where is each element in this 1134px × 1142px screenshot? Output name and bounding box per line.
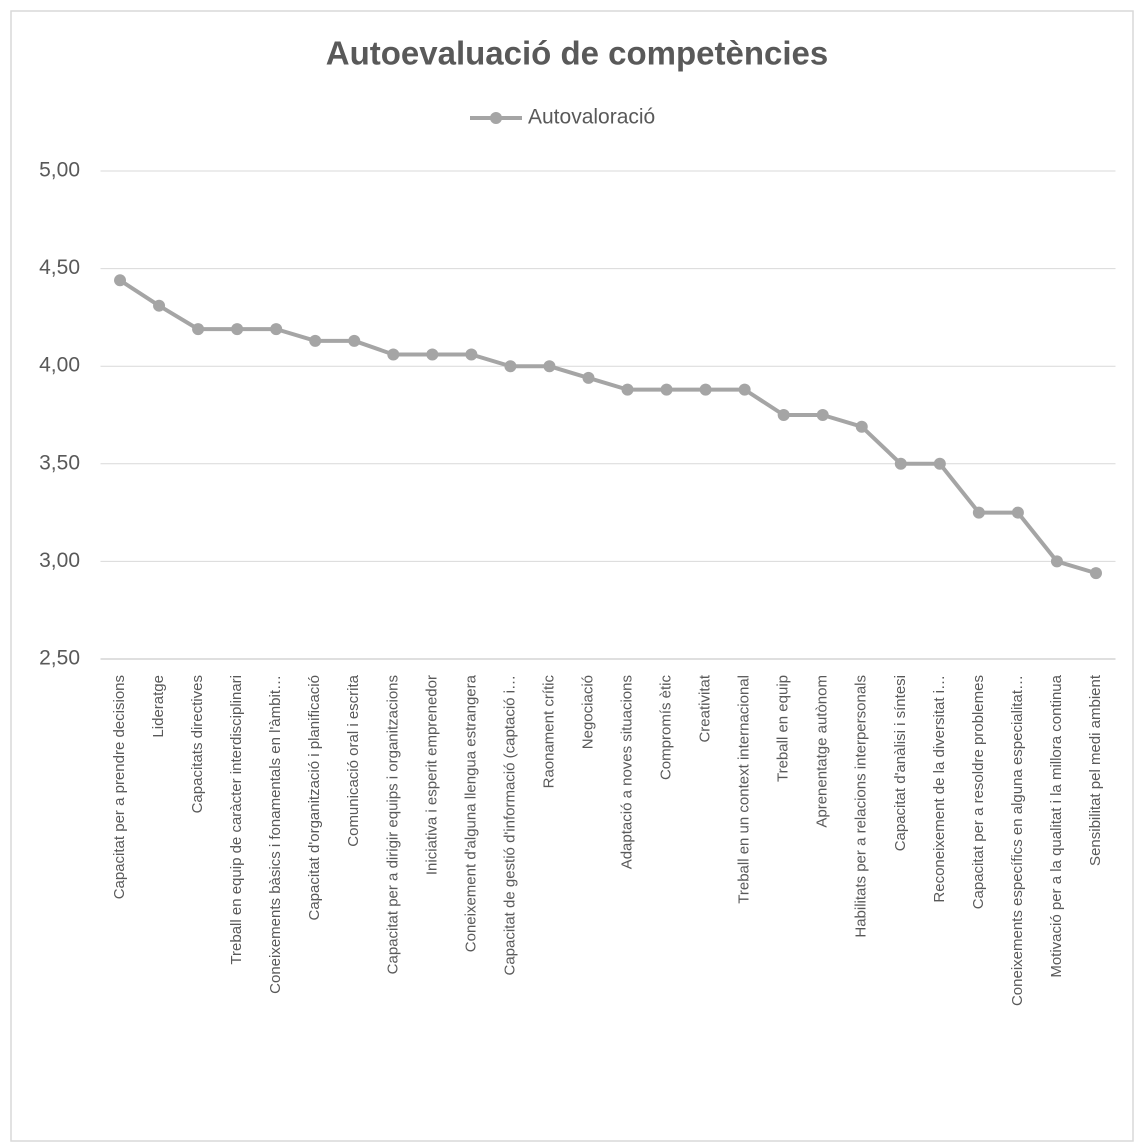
x-tick-label: Reconeixement de la diversitat i… — [931, 675, 948, 903]
point — [1050, 555, 1063, 568]
x-tick-label: Coneixement d'alguna llengua estrangera — [462, 674, 479, 952]
point — [738, 383, 751, 396]
chart-border — [10, 10, 1134, 1142]
x-tick-label: Capacitat d'organització i planificació — [306, 675, 323, 921]
point — [348, 334, 361, 347]
y-tick-label: 4,00 — [39, 354, 80, 377]
x-tick-label: Capacitat de gestió d'informació (captac… — [501, 675, 518, 976]
y-tick-label: 2,50 — [39, 647, 80, 670]
y-tick-label: 4,50 — [39, 256, 80, 279]
x-tick-label: Motivació per a la qualitat i la millora… — [1048, 674, 1065, 977]
point — [309, 334, 322, 347]
x-tick-label: Sensibilitat pel medi ambient — [1087, 674, 1104, 866]
point — [972, 506, 985, 519]
x-tick-label: Treball en equip de caràcter interdiscip… — [228, 675, 245, 965]
x-tick-label: Treball en un context internacional — [736, 675, 753, 904]
point — [114, 274, 127, 287]
y-tick-label: 3,50 — [39, 451, 80, 474]
x-tick-label: Capacitat per a dirigir equips i organit… — [384, 675, 401, 974]
x-tick-label: Compromís ètic — [658, 675, 675, 781]
point — [777, 409, 790, 421]
point — [270, 323, 283, 336]
y-tick-label: 5,00 — [39, 159, 80, 182]
point — [1011, 506, 1024, 519]
x-tick-label: Lideratge — [150, 675, 167, 738]
point — [816, 409, 829, 421]
point — [699, 383, 712, 396]
x-tick-label: Capacitat d'anàlisi i síntesi — [892, 675, 909, 851]
x-tick-label: Habilitats per a relacions interpersonal… — [853, 675, 870, 938]
point — [621, 383, 634, 396]
point — [153, 299, 166, 312]
point — [582, 371, 595, 384]
point — [933, 457, 946, 470]
x-tick-label: Capacitat per a prendre decisions — [111, 675, 128, 899]
point — [660, 383, 673, 396]
x-tick-label: Comunicació oral i escrita — [345, 674, 362, 846]
x-tick-label: Negociació — [579, 675, 596, 749]
x-tick-label: Capacitat per a resoldre problemes — [970, 675, 987, 909]
point — [465, 348, 478, 361]
point — [387, 348, 400, 361]
x-tick-label: Aprenentatge autònom — [814, 675, 831, 828]
point — [426, 348, 439, 361]
chart-title: Autoevaluació de competències — [326, 35, 829, 72]
point — [543, 360, 556, 373]
point — [231, 323, 244, 336]
x-tick-label: Creativitat — [697, 674, 714, 742]
x-tick-label: Coneixements bàsics i fonamentals en l'à… — [267, 675, 284, 994]
x-tick-label: Capacitats directives — [189, 675, 206, 813]
legend-marker — [490, 112, 502, 124]
y-tick-label: 3,00 — [39, 549, 80, 572]
point — [894, 457, 907, 470]
series-line — [118, 278, 1097, 576]
x-tick-label: Coneixements específics en alguna especi… — [1009, 675, 1026, 1006]
point — [855, 420, 868, 433]
point — [1089, 567, 1102, 580]
legend-label: Autovaloració — [528, 106, 655, 129]
point — [192, 323, 205, 336]
x-tick-label: Raonament crític — [540, 675, 557, 789]
point — [504, 360, 517, 373]
x-tick-label: Adaptació a noves situacions — [618, 675, 635, 869]
x-tick-label: Iniciativa i esperit emprenedor — [423, 675, 440, 875]
x-tick-label: Treball en equip — [775, 675, 792, 782]
